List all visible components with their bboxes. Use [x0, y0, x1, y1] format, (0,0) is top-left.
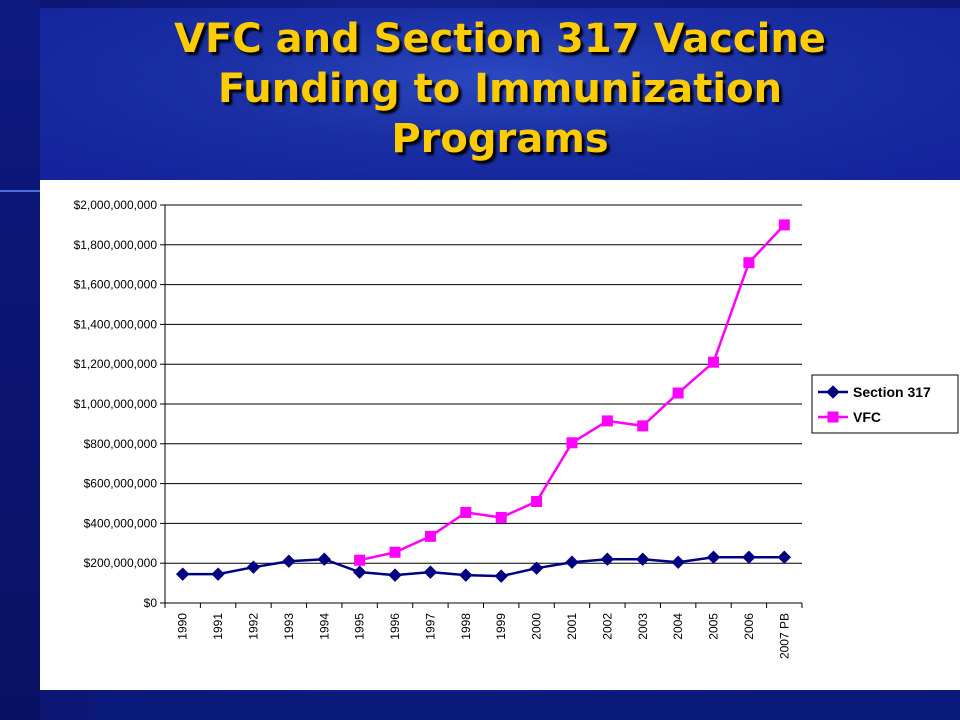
- x-tick-label: 2005: [707, 613, 721, 640]
- data-point-diamond: [459, 568, 473, 582]
- title-line-3: Programs: [391, 116, 609, 162]
- x-tick-label: 1999: [494, 613, 508, 640]
- data-point-diamond: [529, 561, 544, 575]
- series-layer: [175, 219, 792, 583]
- data-point-diamond: [671, 555, 685, 569]
- legend-box: [811, 374, 959, 434]
- x-tick-label: 2006: [742, 613, 756, 640]
- data-point-square: [424, 530, 436, 542]
- y-tick-label: $1,800,000,000: [74, 238, 158, 252]
- data-point-square: [637, 420, 649, 432]
- data-point-square: [827, 411, 839, 423]
- y-tick-label: $400,000,000: [84, 516, 158, 530]
- x-tick-label: 1998: [459, 613, 473, 640]
- legend-label: Section 317: [853, 384, 931, 400]
- data-point-diamond: [246, 560, 261, 574]
- y-tick-label: $2,000,000,000: [74, 198, 158, 212]
- data-point-diamond: [777, 550, 792, 564]
- data-point-diamond: [742, 550, 756, 564]
- x-tick-label: 1991: [211, 613, 225, 640]
- data-point-square: [354, 554, 366, 566]
- data-point-diamond: [317, 552, 331, 566]
- x-tick-label: 2000: [530, 613, 544, 640]
- data-point-diamond: [282, 554, 296, 568]
- data-point-square: [601, 415, 613, 427]
- data-point-square: [531, 496, 543, 508]
- data-point-diamond: [211, 567, 225, 581]
- data-point-square: [672, 387, 684, 399]
- data-point-diamond: [600, 552, 615, 566]
- accent-line: [0, 190, 40, 192]
- bottom-decor-bar: [92, 692, 960, 720]
- legend-label: VFC: [853, 409, 881, 425]
- y-tick-label: $1,000,000,000: [74, 397, 158, 411]
- title-line-1: VFC and Section 317 Vaccine: [174, 16, 826, 62]
- x-tick-label: 1993: [282, 613, 296, 640]
- data-point-diamond: [494, 569, 508, 583]
- data-point-square: [495, 511, 507, 523]
- data-point-square: [743, 257, 755, 269]
- x-tick-label: 1996: [388, 613, 402, 640]
- slide-title: VFC and Section 317 Vaccine Funding to I…: [40, 8, 960, 180]
- data-point-diamond: [352, 565, 367, 579]
- x-tick-label: 2001: [565, 613, 579, 640]
- data-point-square: [708, 356, 720, 368]
- data-point-diamond: [706, 550, 721, 564]
- x-tick-label: 1992: [246, 613, 260, 640]
- x-tick-label: 1990: [176, 613, 190, 640]
- y-tick-label: $1,600,000,000: [74, 278, 158, 292]
- series-line: [182, 555, 785, 578]
- y-axis: $0 $200,000,000 $400,000,000 $600,000,000 $8…: [74, 198, 166, 610]
- chart-panel: $0 $200,000,000 $400,000,000 $600,000,000 $8…: [40, 180, 960, 690]
- x-tick-label: 2007 PB: [777, 613, 791, 659]
- x-tick-label: 2003: [636, 613, 650, 640]
- y-tick-label: $600,000,000: [84, 477, 158, 491]
- series-section-317: [175, 550, 792, 583]
- series-vfc: [354, 219, 790, 566]
- y-tick-label: $800,000,000: [84, 437, 158, 451]
- y-tick-label: $1,400,000,000: [74, 317, 158, 331]
- x-tick-label: 2002: [600, 613, 614, 640]
- x-axis: 1990 1991 1992 1993 1994 1995 1996 1997 1998 1999…: [164, 602, 803, 659]
- data-point-diamond: [826, 385, 840, 399]
- left-decor-strip: [0, 0, 40, 720]
- y-tick-label: $1,200,000,000: [74, 357, 158, 371]
- x-tick-label: 1994: [317, 613, 331, 640]
- data-point-diamond: [565, 555, 579, 569]
- data-point-diamond: [636, 552, 650, 566]
- line-chart: $0 $200,000,000 $400,000,000 $600,000,000 $8…: [74, 198, 959, 659]
- y-tick-label: $0: [144, 596, 158, 610]
- title-line-2: Funding to Immunization: [217, 66, 783, 112]
- x-tick-label: 2004: [671, 613, 685, 640]
- legend: Section 317 VFC: [811, 374, 959, 434]
- data-point-square: [460, 506, 472, 518]
- x-tick-label: 1995: [353, 613, 367, 640]
- data-point-square: [389, 546, 401, 558]
- data-point-square: [778, 219, 790, 231]
- y-tick-label: $200,000,000: [84, 556, 158, 570]
- gridlines: [165, 204, 802, 564]
- series-line: [359, 224, 786, 562]
- data-point-diamond: [423, 565, 438, 579]
- data-point-square: [566, 437, 578, 449]
- data-point-diamond: [388, 568, 402, 582]
- x-tick-label: 1997: [423, 613, 437, 640]
- data-point-diamond: [175, 567, 190, 581]
